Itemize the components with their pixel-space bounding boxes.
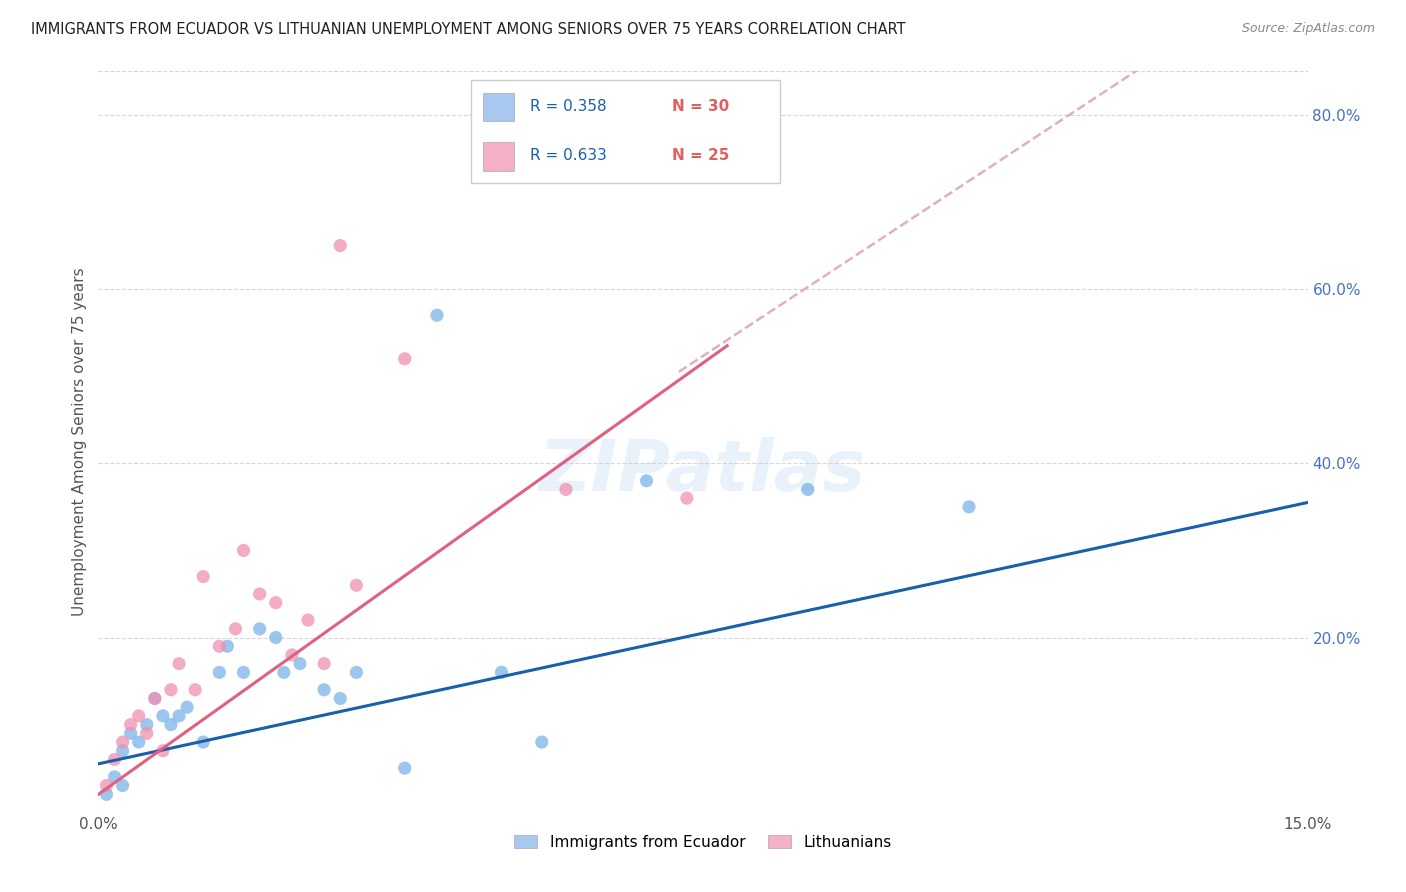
Point: [232, 665, 254, 680]
Point: [314, 682, 336, 697]
FancyBboxPatch shape: [471, 80, 780, 183]
Point: [426, 308, 449, 322]
Text: R = 0.358: R = 0.358: [530, 99, 606, 114]
Point: [555, 483, 578, 497]
Point: [103, 752, 125, 766]
Text: N = 25: N = 25: [672, 148, 730, 163]
Point: [281, 648, 304, 662]
Point: [288, 657, 311, 671]
Point: [120, 726, 142, 740]
Point: [264, 631, 287, 645]
Point: [232, 543, 254, 558]
Point: [152, 709, 174, 723]
Point: [176, 700, 198, 714]
Point: [184, 682, 207, 697]
Point: [96, 779, 118, 793]
Point: [167, 709, 190, 723]
Point: [111, 744, 134, 758]
Point: [128, 709, 150, 723]
Point: [120, 717, 142, 731]
Point: [329, 238, 352, 252]
Point: [111, 735, 134, 749]
Point: [193, 569, 215, 583]
FancyBboxPatch shape: [484, 93, 515, 121]
Point: [143, 691, 166, 706]
Point: [314, 657, 336, 671]
Point: [344, 578, 367, 592]
Text: N = 30: N = 30: [672, 99, 730, 114]
Text: R = 0.633: R = 0.633: [530, 148, 606, 163]
Point: [128, 735, 150, 749]
Point: [208, 665, 231, 680]
Point: [249, 622, 271, 636]
Point: [111, 779, 134, 793]
Point: [96, 787, 118, 801]
Point: [152, 744, 174, 758]
Point: [297, 613, 319, 627]
Point: [160, 682, 183, 697]
Text: Source: ZipAtlas.com: Source: ZipAtlas.com: [1241, 22, 1375, 36]
Legend: Immigrants from Ecuador, Lithuanians: Immigrants from Ecuador, Lithuanians: [509, 829, 897, 856]
Point: [167, 657, 190, 671]
Point: [208, 639, 231, 653]
Point: [103, 770, 125, 784]
Point: [193, 735, 215, 749]
Point: [217, 639, 239, 653]
Point: [264, 596, 287, 610]
Point: [329, 691, 352, 706]
Point: [394, 351, 416, 366]
Point: [135, 726, 157, 740]
Point: [797, 483, 820, 497]
Point: [249, 587, 271, 601]
Point: [273, 665, 295, 680]
Point: [676, 491, 699, 505]
Point: [636, 474, 658, 488]
Point: [957, 500, 980, 514]
Point: [135, 717, 157, 731]
Point: [160, 717, 183, 731]
Point: [530, 735, 553, 749]
Point: [344, 665, 367, 680]
Text: IMMIGRANTS FROM ECUADOR VS LITHUANIAN UNEMPLOYMENT AMONG SENIORS OVER 75 YEARS C: IMMIGRANTS FROM ECUADOR VS LITHUANIAN UN…: [31, 22, 905, 37]
Y-axis label: Unemployment Among Seniors over 75 years: Unemployment Among Seniors over 75 years: [72, 268, 87, 615]
FancyBboxPatch shape: [484, 142, 515, 170]
Point: [143, 691, 166, 706]
Point: [491, 665, 513, 680]
Point: [224, 622, 246, 636]
Text: ZIPatlas: ZIPatlas: [540, 437, 866, 506]
Point: [394, 761, 416, 775]
